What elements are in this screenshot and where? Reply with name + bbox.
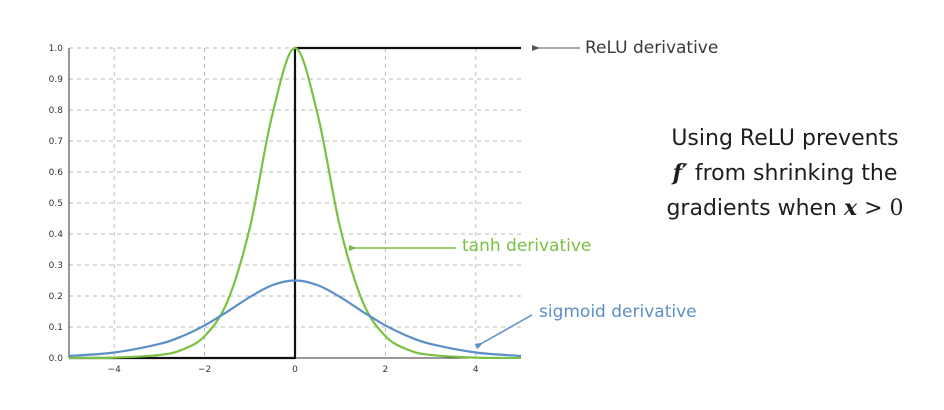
- tanh-derivative-label: tanh derivative: [462, 236, 592, 256]
- note-line-2-text: from shrinking the: [694, 161, 898, 186]
- relu-derivative-label: ReLU derivative: [585, 38, 719, 58]
- x-tick-label: −2: [198, 365, 211, 375]
- sigmoid-callout-arrow: [474, 314, 533, 350]
- x-tick-label: 4: [473, 365, 479, 375]
- series-layer: [68, 46, 522, 360]
- x-variable-symbol: x: [844, 195, 858, 221]
- x-tick-label: 0: [292, 365, 298, 375]
- note-line-3-text: gradients when: [666, 196, 837, 221]
- f-prime-symbol: f′: [672, 160, 688, 186]
- note-line-2: f′ from shrinking the: [640, 156, 930, 191]
- y-tick-label: 0.1: [49, 323, 63, 333]
- tick-labels: 0.0 0.1 0.2 0.3 0.4 0.5 0.6 0.7 0.8 0.9 1.0 −4 −2 0 2 4: [49, 44, 479, 375]
- tanh-derivative-line: [68, 46, 522, 360]
- y-tick-label: 0.5: [49, 199, 63, 209]
- x-tick-label: 2: [383, 365, 389, 375]
- relu-explanation-note: Using ReLU prevents f′ from shrinking th…: [640, 122, 930, 226]
- y-tick-label: 1.0: [49, 44, 64, 54]
- y-tick-label: 0.8: [49, 106, 64, 116]
- note-line-1: Using ReLU prevents: [671, 126, 899, 151]
- sigmoid-derivative-label: sigmoid derivative: [539, 302, 697, 322]
- y-tick-label: 0.7: [49, 137, 63, 147]
- sigmoid-derivative-line: [68, 279, 522, 358]
- x-tick-label: −4: [108, 365, 122, 375]
- y-tick-label: 0.4: [49, 230, 64, 240]
- y-tick-label: 0.0: [49, 354, 64, 364]
- note-line-3: gradients when x > 0: [640, 191, 930, 226]
- y-tick-label: 0.6: [49, 168, 64, 178]
- y-tick-label: 0.2: [49, 292, 63, 302]
- relu-derivative-line: [69, 46, 521, 360]
- y-tick-label: 0.3: [49, 261, 63, 271]
- y-tick-label: 0.9: [49, 75, 64, 85]
- callout-arrows: [349, 45, 580, 350]
- greater-than-zero: > 0: [857, 196, 904, 221]
